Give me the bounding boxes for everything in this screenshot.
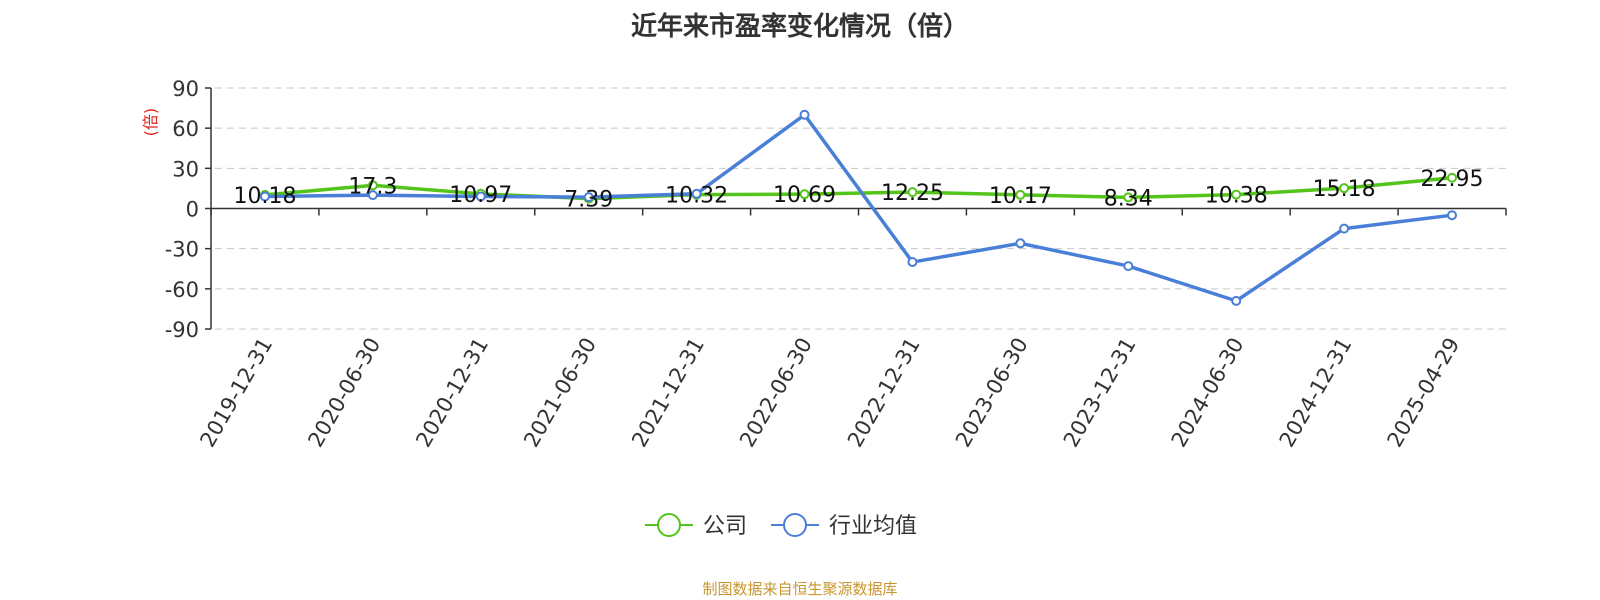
data-point <box>1447 172 1458 183</box>
x-tick-label: 2023-12-31 <box>1059 334 1141 452</box>
data-point <box>475 191 486 202</box>
data-point <box>1123 261 1134 272</box>
data-label: 17.3 <box>348 174 397 199</box>
series-line-company <box>264 176 1453 201</box>
x-tick-label: 2021-12-31 <box>627 334 709 452</box>
legend-label: 公司 <box>703 514 747 539</box>
data-label: 10.17 <box>989 184 1052 209</box>
data-point <box>1447 210 1458 221</box>
data-point <box>1339 223 1350 234</box>
y-tick-label: 30 <box>172 157 199 181</box>
data-label: 10.18 <box>233 184 296 209</box>
data-label: 12.25 <box>881 181 944 206</box>
data-point <box>583 192 594 203</box>
x-tick-label: 2020-06-30 <box>303 334 385 452</box>
legend-label: 行业均值 <box>829 514 917 539</box>
data-label: 15.18 <box>1313 177 1376 202</box>
data-label: 22.95 <box>1421 167 1484 192</box>
data-point <box>799 189 810 200</box>
data-label: 7.39 <box>564 188 613 213</box>
x-tick-label: 2022-12-31 <box>843 334 925 452</box>
y-tick-label: -60 <box>165 278 199 302</box>
legend-marker <box>783 513 807 537</box>
data-label: 10.38 <box>1205 184 1268 209</box>
data-point <box>907 257 918 268</box>
data-label: 10.97 <box>449 183 512 208</box>
data-point <box>1231 189 1242 200</box>
y-tick-label: -90 <box>165 318 199 342</box>
series-line-industry-avg <box>264 113 1453 303</box>
chart-title: 近年来市盈率变化情况（倍） <box>630 12 969 42</box>
y-tick-label: -30 <box>165 238 199 262</box>
data-source-note: 制图数据来自恒生聚源数据库 <box>702 580 898 598</box>
x-tick-label: 2025-04-29 <box>1383 334 1465 452</box>
data-label: 10.32 <box>665 184 728 209</box>
data-label: 10.69 <box>773 183 836 208</box>
y-axis-label: (倍) <box>141 108 160 136</box>
data-point <box>367 190 378 201</box>
data-label: 8.34 <box>1104 186 1153 211</box>
y-tick-label: 60 <box>172 117 199 141</box>
x-tick-label: 2023-06-30 <box>951 334 1033 452</box>
data-point <box>1231 295 1242 306</box>
data-point <box>1339 183 1350 194</box>
y-tick-label: 90 <box>172 77 199 101</box>
data-point <box>799 109 810 120</box>
x-tick-label: 2019-12-31 <box>195 334 277 452</box>
data-point <box>907 187 918 198</box>
x-tick-label: 2024-12-31 <box>1275 334 1357 452</box>
x-tick-label: 2022-06-30 <box>735 334 817 452</box>
data-point <box>367 180 378 191</box>
x-tick-label: 2020-12-31 <box>411 334 493 452</box>
data-point <box>1015 238 1026 249</box>
data-point <box>1123 192 1134 203</box>
data-point <box>1015 189 1026 200</box>
x-tick-label: 2021-06-30 <box>519 334 601 452</box>
data-point <box>259 191 270 202</box>
legend-marker <box>657 513 681 537</box>
x-tick-label: 2024-06-30 <box>1167 334 1249 452</box>
y-tick-label: 0 <box>186 198 199 222</box>
data-point <box>691 188 702 199</box>
